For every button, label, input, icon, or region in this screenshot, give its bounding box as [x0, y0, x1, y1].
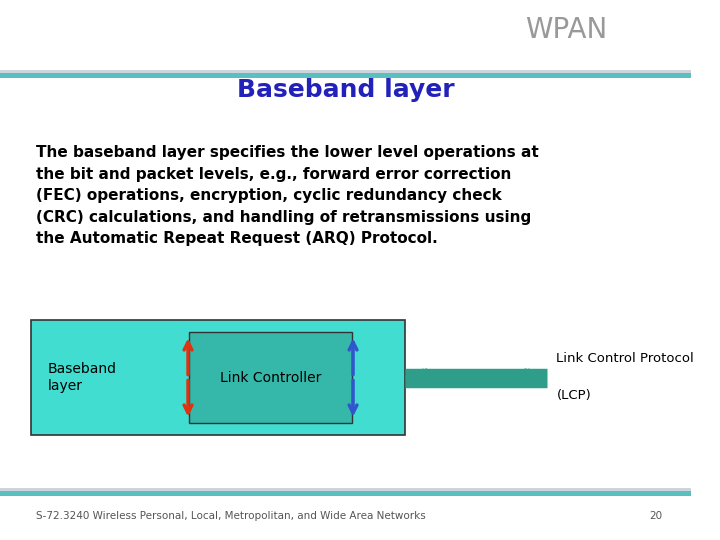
Text: Link Controller: Link Controller	[220, 370, 321, 384]
Text: Baseband layer: Baseband layer	[237, 78, 454, 102]
Text: WPAN: WPAN	[525, 16, 607, 44]
Text: The baseband layer specifies the lower level operations at
the bit and packet le: The baseband layer specifies the lower l…	[37, 145, 539, 246]
Bar	[31, 320, 405, 435]
Bar	[0, 70, 690, 73]
Bar	[0, 488, 690, 491]
Bar	[0, 491, 690, 496]
Text: Link Control Protocol: Link Control Protocol	[557, 353, 694, 366]
Bar	[0, 73, 690, 78]
Text: Baseband
layer: Baseband layer	[48, 362, 117, 393]
Text: (LCP): (LCP)	[557, 389, 591, 402]
Bar	[189, 332, 352, 423]
Text: 20: 20	[649, 511, 662, 521]
Text: S-72.3240 Wireless Personal, Local, Metropolitan, and Wide Area Networks: S-72.3240 Wireless Personal, Local, Metr…	[37, 511, 426, 521]
